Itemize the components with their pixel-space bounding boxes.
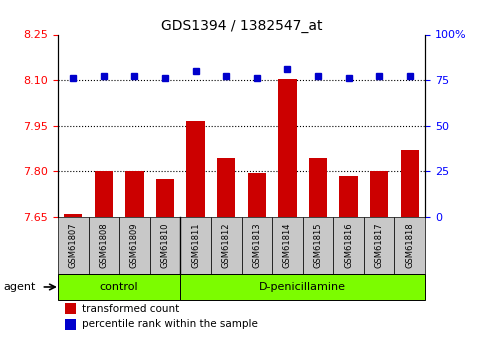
Bar [248,173,266,217]
Bar [65,303,76,314]
Bar [125,171,143,217]
Bar [211,217,242,274]
Text: control: control [100,282,139,292]
Text: GSM61808: GSM61808 [99,223,108,268]
Bar [364,217,395,274]
Bar [340,176,358,217]
Text: GSM61809: GSM61809 [130,223,139,268]
Bar [309,158,327,217]
Text: GSM61816: GSM61816 [344,223,353,268]
Text: GSM61812: GSM61812 [222,223,231,268]
Text: agent: agent [3,282,36,292]
Text: transformed count: transformed count [82,304,179,314]
Text: GSM61807: GSM61807 [69,223,78,268]
Text: GSM61813: GSM61813 [252,223,261,268]
Bar [156,179,174,217]
Bar [64,214,83,217]
Bar [119,217,150,274]
Bar [58,274,180,300]
Text: GSM61814: GSM61814 [283,223,292,268]
Bar [58,217,88,274]
Bar [217,158,235,217]
Bar [370,171,388,217]
Text: GSM61817: GSM61817 [375,223,384,268]
Text: GSM61815: GSM61815 [313,223,323,268]
Text: D-penicillamine: D-penicillamine [259,282,346,292]
Bar [333,217,364,274]
Bar [180,274,425,300]
Text: GSM61811: GSM61811 [191,223,200,268]
Bar [303,217,333,274]
Bar [150,217,180,274]
Bar [186,121,205,217]
Bar [242,217,272,274]
Bar [65,319,76,329]
Bar [400,150,419,217]
Bar [95,171,113,217]
Bar [272,217,303,274]
Bar [180,217,211,274]
Bar [278,79,297,217]
Text: percentile rank within the sample: percentile rank within the sample [82,319,258,329]
Bar [88,217,119,274]
Bar [395,217,425,274]
Title: GDS1394 / 1382547_at: GDS1394 / 1382547_at [161,19,322,33]
Text: GSM61818: GSM61818 [405,223,414,268]
Text: GSM61810: GSM61810 [160,223,170,268]
